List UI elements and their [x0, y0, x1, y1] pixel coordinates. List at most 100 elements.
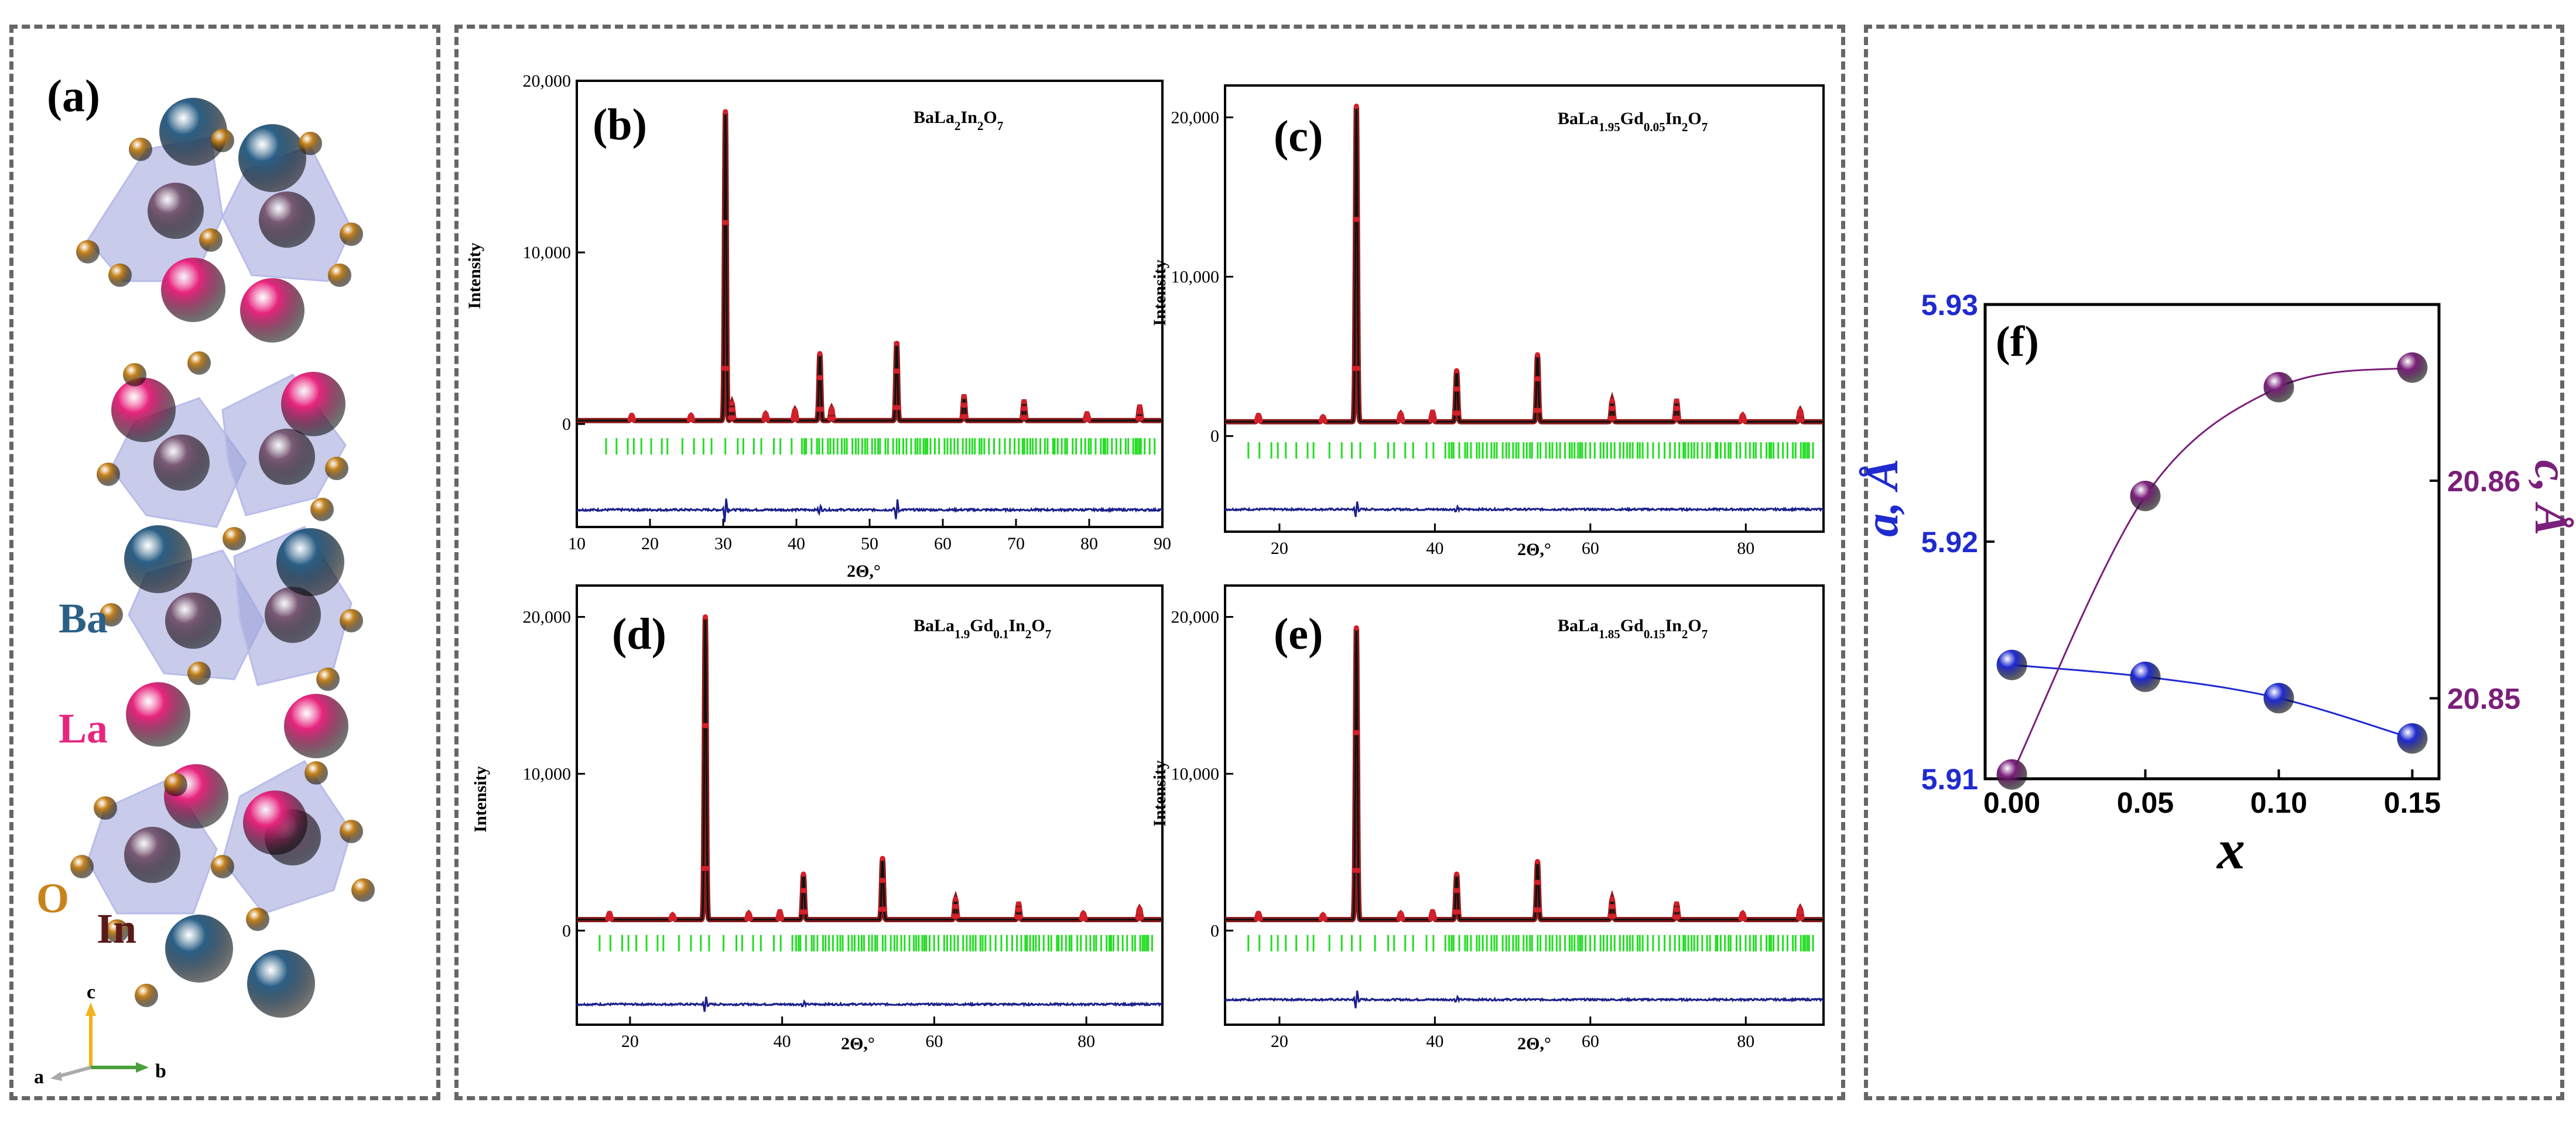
background-line: [577, 618, 1162, 922]
compound-e-sub4: 7: [1702, 627, 1708, 641]
b-axis-label: b: [155, 1060, 166, 1082]
observed-point: [817, 351, 823, 357]
o-atom: [340, 820, 363, 843]
series-a-point: [2397, 723, 2428, 754]
y-axis-label-d: Intensity: [471, 766, 490, 832]
y-tick-label-left: 5.92: [1921, 526, 1978, 559]
observed-point: [800, 871, 806, 877]
observed-point: [702, 614, 708, 620]
in-atom: [148, 183, 204, 239]
observed-point: [1610, 903, 1616, 909]
observed-point: [1797, 906, 1803, 912]
in-atom: [265, 587, 321, 643]
observed-point: [878, 906, 884, 912]
x-tick-label: 10: [568, 534, 586, 553]
panel-f-label: (f): [1996, 318, 2039, 366]
y-tick-label: 10,000: [523, 243, 572, 262]
y-tick-label: 10,000: [523, 764, 572, 783]
calculated-profile-line: [1225, 630, 1824, 920]
series-a-point: [2130, 661, 2161, 692]
observed-point: [962, 402, 968, 408]
observed-point: [1400, 916, 1405, 922]
la-atom: [161, 258, 225, 322]
o-atom: [97, 463, 120, 486]
observed-point: [723, 109, 728, 115]
compound-c-mid: Gd: [1620, 109, 1644, 128]
observed-point: [880, 855, 885, 861]
x-tick-label: 60: [925, 1032, 943, 1051]
la-atom: [240, 278, 305, 343]
observed-point: [723, 220, 729, 225]
o-atom: [340, 609, 363, 632]
b-axis-arrowhead: [136, 1062, 149, 1073]
ba-atom: [276, 528, 344, 596]
observed-point: [1798, 910, 1804, 916]
observed-point: [1452, 410, 1458, 416]
observed-point: [1675, 906, 1681, 912]
observed-point: [1353, 625, 1359, 631]
observed-point: [1532, 907, 1538, 913]
compound-b-base: BaLa: [914, 108, 955, 127]
series-c-curve: [2011, 367, 2413, 775]
la-atom: [111, 378, 176, 442]
x-axis-label-e: 2Θ,°: [1517, 1034, 1551, 1053]
plot-frame: [1224, 584, 1825, 1026]
observed-point: [1021, 399, 1027, 405]
observed-point: [1535, 858, 1541, 864]
y-tick-label: 10,000: [1171, 764, 1220, 783]
lattice-plot-f: 0.00 0.05 0.10 0.15 5.91 5.92 5.93 20.85 20.86: [1921, 289, 2520, 819]
calculated-profile-line: [577, 620, 1162, 920]
observed-point: [1400, 417, 1405, 423]
la-atom: [281, 372, 345, 436]
y-axis-label-c: c, Å: [2525, 460, 2576, 536]
y-tick-label: 20,000: [523, 71, 572, 91]
compound-e-sub3: 2: [1682, 627, 1688, 641]
observed-point: [1537, 907, 1542, 913]
observed-point: [1532, 408, 1538, 413]
lattice-parameter-chart: 0.00 0.05 0.10 0.15 5.91 5.92 5.93 20.85 20.86 (…: [1856, 289, 2576, 881]
compound-label-b: BaLa2In2O7: [914, 108, 1003, 133]
x-tick-label: 0.10: [2250, 786, 2307, 819]
a-axis-arrowhead: [50, 1072, 62, 1081]
y-tick-label: 0: [562, 921, 571, 940]
x-tick-label: 20: [621, 1032, 639, 1051]
o-atom: [108, 263, 132, 287]
observed-point: [1135, 915, 1141, 920]
observed-point: [730, 407, 735, 413]
observed-point: [953, 896, 959, 902]
x-tick-label: 30: [714, 534, 732, 553]
x-tick-label: 40: [1426, 1032, 1443, 1051]
c-axis-label: c: [87, 981, 95, 1003]
observed-point: [1322, 916, 1328, 922]
o-atom: [94, 796, 117, 820]
crystal-structure-drawing: [70, 98, 375, 1018]
ba-atom: [159, 98, 227, 166]
calculated-profile-line: [577, 114, 1162, 422]
observed-point: [779, 915, 785, 921]
observed-point: [1022, 406, 1028, 412]
background-line: [1225, 628, 1824, 922]
plot-frame: [576, 584, 1164, 1026]
xrd-panels-frame: [454, 25, 1845, 1100]
observed-point: [1537, 408, 1542, 413]
observed-point: [1018, 914, 1024, 920]
background-line: [577, 112, 1162, 423]
x-tick-label: 50: [861, 534, 878, 553]
observed-point: [1799, 915, 1805, 920]
x-tick-label: 70: [1007, 534, 1025, 553]
x-tick-label: 80: [1077, 1032, 1095, 1051]
compound-b-sub3: 7: [997, 119, 1004, 133]
observed-point: [894, 340, 899, 346]
xrd-plot-d: 20 40 60 80 0 10,000 20,000: [523, 584, 1164, 1051]
observed-point: [1674, 901, 1679, 907]
x-tick-label: 60: [1582, 539, 1599, 558]
observed-point: [1742, 916, 1747, 922]
compound-d-sub1: 1.9: [955, 627, 970, 641]
y-axis-label-b: Intensity: [465, 242, 484, 309]
a-axis-arrow: [58, 1066, 91, 1078]
compound-label-e: BaLa1.85Gd0.15In2O7: [1558, 616, 1708, 641]
observed-point: [1610, 406, 1616, 412]
o-atom: [299, 132, 322, 155]
panel-a-label: (a): [47, 70, 100, 121]
